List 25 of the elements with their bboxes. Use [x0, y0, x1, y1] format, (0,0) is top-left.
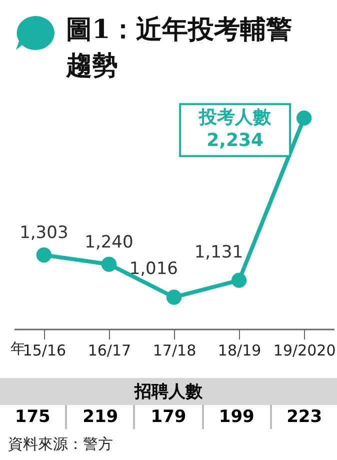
text: 招聘人數: [0, 378, 337, 405]
data-label: 1,303: [20, 223, 68, 244]
data-label: 1,016: [129, 259, 178, 280]
data-label: 1,240: [84, 232, 134, 252]
x-axis-title: 年: [10, 340, 26, 358]
series-label: 投考人數: [198, 107, 272, 128]
text: 175: [14, 406, 52, 429]
chart-title: 圖1：近年投考輔警趨勢: [66, 14, 294, 83]
x-tick-label: 16/17: [88, 342, 132, 360]
x-tick-label: 15/16: [22, 342, 66, 360]
x-tick-label: 17/18: [152, 342, 196, 360]
data-label: 1,131: [194, 242, 244, 262]
text: 219: [66, 405, 134, 429]
point: [296, 110, 312, 126]
text: 223: [270, 405, 337, 429]
point: [231, 272, 247, 288]
point: [166, 290, 182, 305]
point: [101, 256, 117, 272]
text: 199: [202, 405, 271, 429]
point: [36, 247, 52, 263]
data-label: 2,234: [206, 130, 264, 152]
x-tick-label: 19/2020: [273, 342, 336, 360]
source-note: 資料來源：警方: [7, 434, 114, 455]
x-tick-label: 18/19: [218, 342, 262, 360]
text: 179: [134, 405, 203, 429]
